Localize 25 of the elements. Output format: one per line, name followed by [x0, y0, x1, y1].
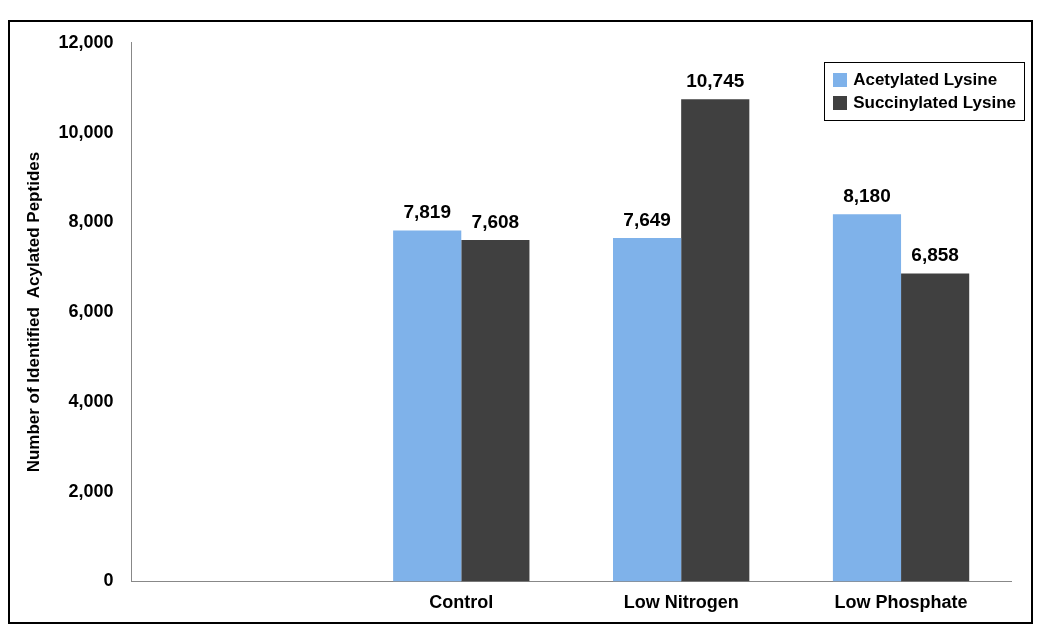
legend-label: Succinylated Lysine: [853, 93, 1016, 113]
y-tick-label: 10,000: [58, 121, 114, 142]
data-label: 8,180: [843, 184, 891, 206]
data-label: 7,819: [403, 201, 451, 223]
y-tick-label: 6,000: [68, 301, 114, 322]
bar: [832, 214, 902, 582]
bar: [613, 238, 682, 582]
data-label: 7,608: [471, 210, 520, 232]
y-tick-label: 12,000: [58, 31, 114, 52]
y-tick-label: 0: [103, 570, 114, 591]
y-tick-label: 4,000: [68, 390, 114, 411]
bar: [393, 230, 462, 582]
data-label: 6,858: [911, 244, 959, 266]
bar: [461, 239, 530, 582]
x-tick-label: Control: [429, 592, 494, 613]
y-axis-title: Number of Identified Acylated Peptides: [23, 151, 43, 473]
bar: [681, 99, 750, 582]
data-label: 7,649: [623, 208, 671, 230]
y-tick-label: 8,000: [68, 211, 114, 232]
y-tick-label: 2,000: [68, 480, 114, 501]
bar: [901, 273, 970, 582]
x-tick-label: Low Phosphate: [834, 592, 968, 613]
data-label: 10,745: [686, 69, 745, 91]
legend-label: Acetylated Lysine: [853, 70, 998, 90]
x-tick-label: Low Nitrogen: [623, 592, 739, 613]
